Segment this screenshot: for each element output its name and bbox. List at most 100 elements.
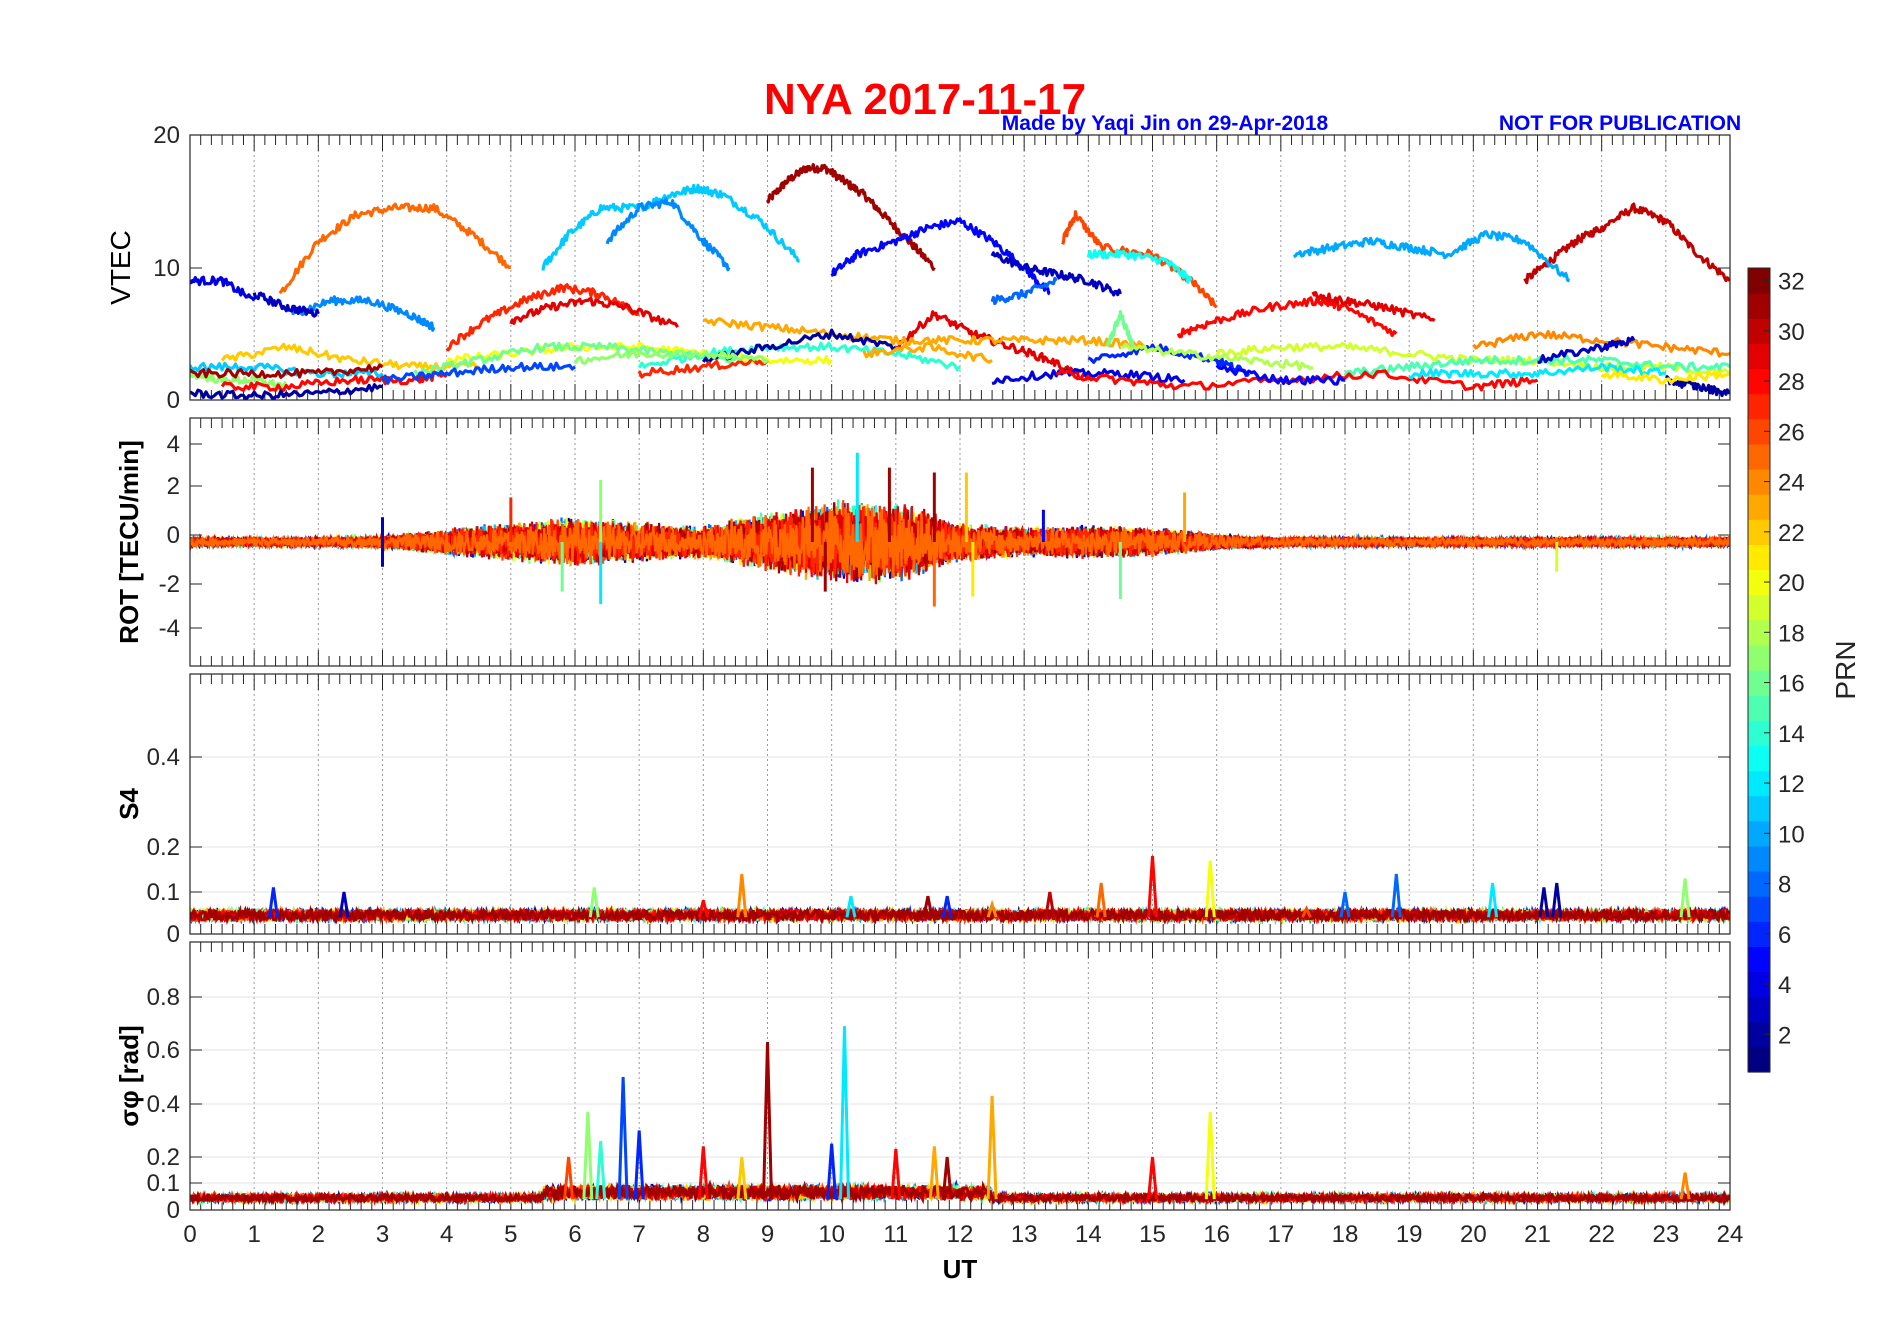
s4-spike xyxy=(736,873,748,918)
vtec-series-line xyxy=(541,183,800,271)
vtec-series-line xyxy=(1537,336,1636,364)
vtec-series-line xyxy=(252,291,320,318)
sigma-spike xyxy=(1147,1156,1158,1200)
rot-series-line xyxy=(190,506,1730,579)
vtec-series-line xyxy=(1343,355,1730,377)
vtec-series-line xyxy=(413,341,737,378)
x-tick-label: 22 xyxy=(1588,1221,1615,1248)
colorbar-segment xyxy=(1748,544,1770,571)
s4-spike xyxy=(1390,873,1402,918)
s4-spike xyxy=(1095,882,1107,918)
vtec-series-line xyxy=(381,361,576,385)
vtec-series-line xyxy=(1215,364,1346,386)
x-tick-label: 8 xyxy=(697,1221,710,1248)
vtec-series-line xyxy=(1061,210,1218,309)
colorbar-tick-label: 8 xyxy=(1778,872,1791,899)
colorbar-segment xyxy=(1748,594,1770,621)
sigma-spike xyxy=(890,1148,902,1200)
x-tick-label: 11 xyxy=(883,1221,908,1248)
colorbar-segment xyxy=(1748,871,1770,897)
vtec-series-line xyxy=(990,251,1122,297)
y-tick-label: 0.4 xyxy=(147,1091,180,1118)
x-tick-label: 15 xyxy=(1139,1221,1166,1248)
x-tick-label: 20 xyxy=(1460,1221,1487,1248)
y-axis-label: VTEC xyxy=(105,230,136,305)
x-tick-label: 3 xyxy=(376,1221,389,1248)
vtec-series-line xyxy=(220,342,479,373)
x-tick-label: 6 xyxy=(568,1221,581,1248)
credit-note: Made by Yaqi Jin on 29-Apr-2018 xyxy=(1002,112,1329,135)
colorbar-segment xyxy=(1748,921,1770,947)
s4-spike xyxy=(1551,882,1563,918)
sigma-spike xyxy=(736,1156,748,1200)
s4-spike xyxy=(1204,860,1216,918)
colorbar-tick-label: 20 xyxy=(1778,570,1805,597)
s4-spike xyxy=(986,899,998,918)
data-lines xyxy=(190,855,1730,926)
s4-spike xyxy=(1044,891,1056,918)
vtec-series-line xyxy=(894,310,1090,381)
sigma-spike xyxy=(595,1140,607,1200)
vtec-series-line xyxy=(766,163,936,271)
colorbar-segment xyxy=(1748,469,1770,495)
colorbar-segment xyxy=(1748,343,1770,370)
y-tick-label: 10 xyxy=(153,255,180,282)
x-tick-label: 7 xyxy=(632,1221,645,1248)
vtec-series-line xyxy=(990,276,1058,306)
vtec-series-line xyxy=(445,283,640,352)
axes-frame xyxy=(189,941,1731,1211)
y-tick-label: 0 xyxy=(167,387,180,414)
y-axis-label: σφ [rad] xyxy=(114,1025,144,1126)
y-tick-label: 0 xyxy=(167,1197,180,1224)
vtec-series-line xyxy=(637,357,769,379)
colorbar-segment xyxy=(1748,1046,1770,1073)
s4-spike xyxy=(941,895,953,918)
x-tick-label: 10 xyxy=(818,1221,845,1248)
vtec-series-line xyxy=(1472,330,1730,358)
vtec-series-line xyxy=(1311,290,1436,322)
colorbar-segment xyxy=(1748,418,1770,445)
sigma-spike xyxy=(633,1130,645,1200)
vtec-series-line xyxy=(1215,341,1730,376)
colorbar-tick-label: 2 xyxy=(1778,1022,1791,1049)
s4-spike xyxy=(1339,891,1351,918)
y-tick-label: 0 xyxy=(167,522,180,549)
data-lines xyxy=(190,1026,1730,1207)
x-tick-label: 19 xyxy=(1396,1221,1423,1248)
colorbar-tick-label: 10 xyxy=(1778,821,1805,848)
vtec-series-line xyxy=(190,363,384,380)
colorbar-tick-label: 4 xyxy=(1778,972,1791,999)
s4-spike xyxy=(1487,882,1499,918)
sigma-spike xyxy=(941,1156,953,1200)
vtec-series-line xyxy=(1120,342,1314,371)
colorbar-tick-label: 28 xyxy=(1778,369,1805,396)
y-tick-label: -4 xyxy=(159,615,180,642)
colorbar-segment xyxy=(1748,720,1770,746)
x-tick-label: 24 xyxy=(1717,1221,1744,1248)
s4-spike xyxy=(1147,855,1158,918)
y-tick-label: 0.4 xyxy=(147,744,180,771)
colorbar-segment xyxy=(1748,946,1770,973)
sigma-spike xyxy=(617,1076,629,1200)
s4-spike xyxy=(1538,887,1550,918)
panel-2: -4 -2 0 2 4 ROT [TECU/min] xyxy=(114,417,1731,667)
colorbar-segment xyxy=(1748,619,1770,646)
y-axis-label: S4 xyxy=(114,788,144,820)
vtec-series-line xyxy=(291,295,436,332)
colorbar-segment xyxy=(1748,644,1770,671)
y-tick-label: 0.2 xyxy=(147,1144,180,1171)
colorbar-segment xyxy=(1748,670,1770,696)
y-tick-label: 0.8 xyxy=(147,984,180,1011)
axes-frame xyxy=(189,134,1731,401)
colorbar-tick-label: 22 xyxy=(1778,520,1805,547)
x-tick-label: 9 xyxy=(761,1221,774,1248)
vtec-series-line xyxy=(1106,310,1135,349)
sigma-spike xyxy=(839,1026,850,1200)
y-tick-label: 0.2 xyxy=(147,834,180,861)
s4-spike xyxy=(697,900,709,918)
plot-area xyxy=(190,942,1730,1210)
vtec-series-line xyxy=(1523,226,1604,285)
